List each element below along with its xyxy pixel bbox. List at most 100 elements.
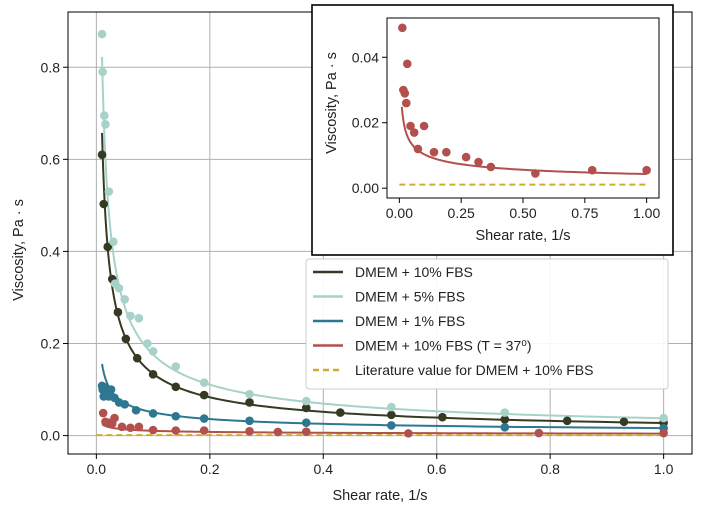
main-dmem-10-fbs-point-7 [148, 370, 158, 379]
main-dmem-10-fbs-t-37-point-4 [110, 413, 119, 423]
main-dmem-1-fbs-point-6 [106, 385, 116, 394]
main-dmem-5-fbs-point-1 [98, 67, 107, 77]
inset-dmem-10-fbs-t-37-point-0 [398, 23, 407, 33]
main-dmem-5-fbs-point-11 [143, 339, 152, 348]
main-axes: 0.0 0.2 0.4 0.6 0.8 1.0 0.0 0.2 0.4 0.6 0.8 [41, 11, 693, 477]
main-dmem-10-fbs-point-17 [619, 417, 629, 427]
inset-y-tick-label-1: 0.02 [352, 115, 379, 131]
main-dmem-10-fbs-point-1 [99, 199, 109, 209]
main-x-tick-label-2: 0.4 [314, 461, 334, 477]
legend-label-literature-value-for-dmem-10-fbs: Literature value for DMEM + 10% FBS [355, 362, 594, 378]
main-dmem-5-fbs-point-0 [97, 29, 107, 39]
inset-dmem-10-fbs-t-37-fit-line [400, 106, 647, 176]
main-dmem-10-fbs-point-6 [132, 353, 142, 363]
inset-dmem-10-fbs-t-37-point-6 [409, 128, 419, 137]
main-dmem-5-fbs-point-14 [199, 378, 209, 387]
main-dmem-1-fbs-point-16 [387, 421, 396, 430]
main-dmem-10-fbs-point-10 [245, 398, 254, 407]
main-dmem-10-fbs-point-16 [562, 416, 572, 426]
main-dmem-10-fbs-t-37-point-6 [126, 423, 135, 433]
main-x-axis-label: Shear rate, 1/s [332, 488, 427, 504]
main-dmem-10-fbs-t-37-point-14 [404, 429, 413, 438]
main-dmem-1-fbs-point-11 [148, 409, 158, 418]
main-dmem-10-fbs-t-37-point-7 [134, 422, 144, 432]
inset-dmem-10-fbs-t-37-point-3 [401, 98, 411, 108]
main-x-tick-label-3: 0.6 [427, 461, 447, 477]
main-dmem-5-fbs-point-9 [126, 311, 135, 321]
inset-axes: 0.00 0.25 0.50 0.75 1.00 0.00 0.02 0.04 [352, 17, 660, 221]
main-dmem-10-fbs-point-15 [500, 415, 510, 424]
inset-x-tick-label-0: 0.00 [386, 205, 413, 221]
inset-dmem-10-fbs-t-37-point-4 [402, 59, 412, 69]
inset-dmem-10-fbs-t-37-point-16 [642, 165, 651, 175]
main-dmem-10-fbs-point-12 [335, 408, 345, 417]
inset-x-tick-label-1: 0.25 [448, 205, 475, 221]
main-dmem-10-fbs-t-37-point-0 [98, 408, 108, 418]
legend-label-dmem-1-fbs: DMEM + 1% FBS [355, 313, 465, 329]
main-dmem-5-fbs-point-12 [148, 347, 158, 356]
main-dmem-5-fbs-point-18 [500, 408, 510, 417]
inset-y-tick-label-0: 0.00 [352, 180, 379, 196]
main-dmem-10-fbs-point-4 [113, 307, 123, 317]
main-series-points [97, 29, 668, 438]
main-dmem-10-fbs-point-2 [103, 242, 113, 252]
inset-x-tick-label-2: 0.50 [509, 205, 536, 221]
inset-y-tick-label-2: 0.04 [352, 49, 379, 65]
inset-series-points [398, 23, 651, 178]
main-dmem-5-fbs-point-13 [171, 362, 181, 371]
main-dmem-5-fbs-point-7 [114, 283, 124, 293]
legend: DMEM + 10% FBS DMEM + 5% FBS DMEM + 1% FBS… [305, 258, 669, 390]
main-x-tick-label-0: 0.0 [87, 461, 107, 477]
inset-dmem-10-fbs-t-37-point-12 [474, 157, 483, 167]
main-dmem-10-fbs-t-37-point-9 [171, 426, 181, 435]
main-dmem-10-fbs-point-5 [121, 334, 131, 344]
main-dmem-10-fbs-t-37-point-5 [117, 422, 127, 432]
main-dmem-5-fbs-point-8 [120, 295, 130, 304]
inset-dmem-10-fbs-t-37-point-11 [461, 152, 471, 162]
inset-dmem-10-fbs-t-37-point-8 [419, 121, 429, 131]
main-x-tick-label-4: 0.8 [540, 461, 560, 477]
main-y-axis-label: Viscosity, Pa · s [11, 199, 27, 301]
main-y-tick-label-0: 0.0 [41, 428, 61, 444]
main-dmem-1-fbs-point-10 [131, 405, 141, 415]
main-dmem-5-fbs-point-5 [109, 237, 118, 247]
main-dmem-10-fbs-point-0 [97, 150, 107, 160]
inset-x-tick-label-4: 1.00 [633, 205, 660, 221]
main-dmem-1-fbs-point-15 [301, 418, 311, 427]
inset-dmem-10-fbs-t-37-point-5 [406, 121, 415, 131]
main-dmem-5-fbs-point-17 [387, 402, 396, 412]
legend-label-dmem-10-fbs: DMEM + 10% FBS [355, 264, 473, 280]
main-dmem-10-fbs-point-9 [199, 390, 209, 400]
main-dmem-1-fbs-point-14 [245, 416, 254, 426]
main-dmem-10-fbs-t-37-point-11 [245, 426, 254, 436]
inset-plot: 0.00 0.25 0.50 0.75 1.00 0.00 0.02 0.04 Shear r… [311, 4, 674, 256]
inset-series-lines [399, 106, 647, 186]
main-y-tick-label-2: 0.4 [41, 243, 61, 259]
main-dmem-5-fbs-point-15 [245, 389, 254, 399]
main-dmem-10-fbs-t-37-point-13 [301, 427, 311, 436]
main-dmem-5-fbs-point-16 [301, 396, 311, 406]
inset-x-tick-label-3: 0.75 [571, 205, 598, 221]
inset-x-axis-label: Shear rate, 1/s [475, 228, 570, 244]
inset-dmem-10-fbs-t-37-point-2 [400, 88, 410, 98]
main-dmem-1-fbs-point-17 [500, 422, 510, 432]
main-dmem-1-fbs-point-9 [120, 399, 130, 409]
main-dmem-10-fbs-point-13 [387, 410, 396, 420]
inset-y-axis-label: Viscosity, Pa · s [324, 52, 340, 154]
inset-frame [311, 4, 674, 256]
main-dmem-10-fbs-t-37-point-16 [659, 428, 668, 438]
main-dmem-5-fbs-point-10 [134, 313, 144, 323]
inset-dmem-10-fbs-t-37-point-10 [442, 147, 451, 157]
inset-dmem-10-fbs-t-37-point-14 [531, 169, 540, 178]
legend-frame [305, 258, 669, 390]
main-dmem-1-fbs-point-12 [171, 411, 181, 421]
legend-label-dmem-10-fbs-t-37: DMEM + 10% FBS (T = 37⁰) [355, 338, 532, 354]
main-y-tick-label-3: 0.6 [41, 151, 61, 167]
main-dmem-5-fbs-point-4 [104, 187, 114, 196]
main-dmem-5-fbs-point-19 [659, 413, 668, 423]
inset-dmem-10-fbs-t-37-point-13 [486, 162, 496, 172]
main-dmem-10-fbs-point-11 [301, 403, 311, 413]
legend-label-dmem-5-fbs: DMEM + 5% FBS [355, 289, 465, 305]
main-dmem-5-fbs-point-3 [101, 120, 110, 129]
